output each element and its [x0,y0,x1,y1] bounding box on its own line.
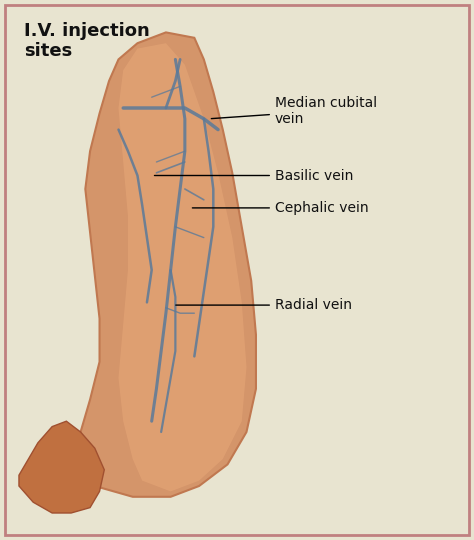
Text: Cephalic vein: Cephalic vein [192,201,369,215]
Polygon shape [66,32,256,497]
Text: Radial vein: Radial vein [176,298,352,312]
Polygon shape [118,43,246,491]
Text: I.V. injection
sites: I.V. injection sites [24,22,149,60]
Text: Median cubital
vein: Median cubital vein [211,96,377,126]
FancyBboxPatch shape [5,5,469,535]
Text: Basilic vein: Basilic vein [155,168,353,183]
Polygon shape [19,421,104,513]
